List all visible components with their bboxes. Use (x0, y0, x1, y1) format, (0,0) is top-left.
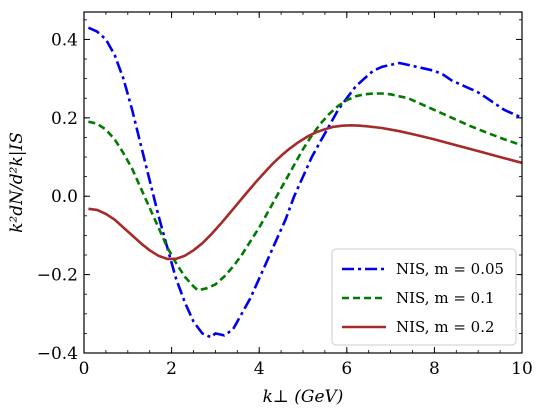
x-tick-label: 8 (429, 359, 440, 379)
x-tick-label: 10 (511, 359, 533, 379)
y-tick-label: 0.0 (51, 187, 78, 207)
legend-label-3: NIS, m = 0.2 (396, 318, 495, 336)
x-tick-label: 6 (341, 359, 352, 379)
legend-box (331, 248, 517, 346)
series-line-1 (87, 26, 522, 339)
series-layer (87, 26, 522, 339)
ticks-layer: 0 2 4 6 8 10 −0.4 −0.2 0.0 0.2 0.4 (37, 12, 533, 379)
y-tick-label: 0.2 (51, 109, 78, 129)
series-line-2 (88, 92, 522, 292)
x-tick-label: 4 (254, 359, 265, 379)
legend: NIS, m = 0.05 NIS, m = 0.1 NIS, m = 0.2 (331, 248, 517, 346)
x-tick-label: 0 (79, 359, 90, 379)
x-tick-label: 2 (166, 359, 177, 379)
legend-label-1: NIS, m = 0.05 (396, 260, 504, 278)
legend-label-2: NIS, m = 0.1 (396, 289, 495, 307)
x-axis-label: k⊥ (GeV) (263, 387, 344, 407)
y-tick-label: −0.4 (37, 344, 78, 364)
series-line-3 (88, 124, 522, 261)
y-tick-label: −0.2 (37, 266, 78, 286)
y-axis-label: k²dN/d²k|IS (7, 132, 27, 233)
y-tick-label: 0.4 (51, 30, 78, 50)
